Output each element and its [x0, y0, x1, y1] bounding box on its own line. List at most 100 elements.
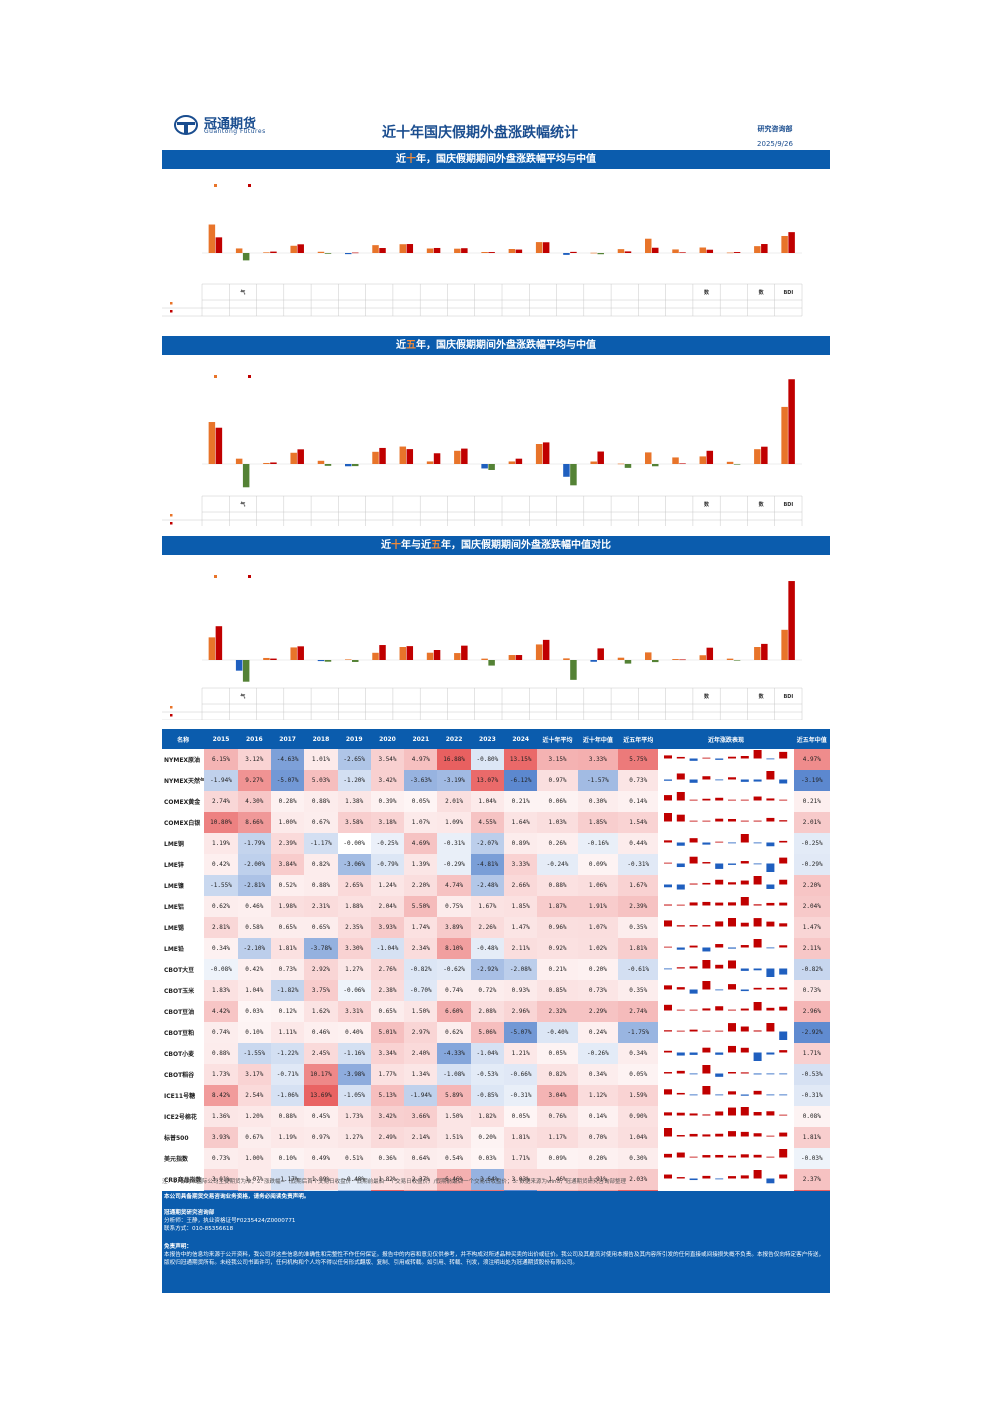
column-header: 2019: [337, 729, 371, 749]
bar-s2-15: [624, 464, 632, 468]
sparkline-bar: [753, 987, 762, 990]
sparkline-bar: [766, 968, 775, 977]
year-value-cell: -2.08%: [504, 959, 538, 980]
sparkline-cell: [658, 749, 793, 770]
year-value-cell: -1.22%: [270, 1043, 305, 1064]
sparkline-bar: [676, 947, 685, 950]
year-value-cell: 1.21%: [504, 1043, 538, 1064]
year-value-cell: 1.71%: [504, 1148, 538, 1169]
bar-s2-15: [624, 660, 632, 664]
year-value-cell: 2.14%: [404, 1127, 438, 1148]
year-value-cell: 3.31%: [337, 1001, 371, 1022]
bar-s2-5: [352, 252, 359, 254]
sparkline-bar: [728, 777, 737, 780]
bar-s2-3: [297, 646, 304, 660]
sparkline-bar: [715, 944, 724, 948]
med5-cell: 2.01%: [793, 812, 830, 833]
sparkline-bar: [728, 1009, 737, 1011]
sparkline-bar: [728, 756, 737, 759]
sparkline-bar: [779, 987, 788, 990]
sparkline-bar: [715, 779, 724, 781]
bar-s1-5: [345, 659, 352, 660]
sparkline-bar: [753, 1154, 762, 1158]
avg10-cell: 1.03%: [537, 812, 578, 833]
year-value-cell: 0.12%: [270, 1001, 305, 1022]
column-header: 2018: [304, 729, 338, 749]
avg10-cell: 0.06%: [537, 791, 578, 812]
year-value-cell: -0.85%: [470, 1085, 505, 1106]
bar-s2-8: [433, 247, 441, 253]
sparkline-bar: [766, 1073, 775, 1075]
bar-s2-2: [270, 462, 277, 464]
sparkline-bar: [676, 792, 685, 801]
bar-s2-18: [706, 450, 714, 464]
bar-s2-10: [488, 660, 495, 666]
sparkline-bar: [753, 1030, 762, 1032]
year-value-cell: 0.40%: [337, 1022, 371, 1043]
sparkline-bar: [766, 842, 775, 847]
sparkline-bar: [728, 1072, 737, 1074]
bar-s2-13: [570, 660, 577, 680]
year-value-cell: -0.29%: [437, 854, 471, 875]
sparkline-bar: [664, 795, 673, 801]
data-table: 名称 2015 2016 2017 2018 2019 2020 2021 2022 2023 20…: [162, 729, 830, 1211]
table-row: NYMEX原油 6.15% 3.12% -4.63% 1.01% -2.65% 3.54% 4…: [162, 749, 830, 770]
sparkline-bar: [766, 798, 775, 801]
sparkline-bar: [689, 925, 698, 927]
med5-cell: -2.92%: [793, 1022, 830, 1043]
sparkline-bar: [664, 1072, 673, 1074]
sparkline-bar: [689, 1094, 698, 1096]
sparkline-bar: [702, 1008, 711, 1011]
year-value-cell: 1.88%: [337, 896, 371, 917]
year-value-cell: 0.05%: [404, 791, 438, 812]
bar-s2-7: [406, 449, 414, 464]
sparkline-bar: [766, 771, 775, 780]
med5-cell: 0.73%: [793, 980, 830, 1001]
bar-s2-19: [733, 464, 741, 465]
bar-s2-14: [597, 648, 604, 660]
med10-cell: 3.33%: [577, 749, 619, 770]
sparkline-bar: [689, 1009, 698, 1011]
med10-cell: -1.57%: [577, 770, 619, 791]
avg10-cell: 3.15%: [537, 749, 578, 770]
bar-s1-16: [645, 652, 652, 660]
avg5-cell: 5.75%: [618, 749, 659, 770]
sparkline-bar: [702, 925, 711, 927]
section-title-2: 近五年，国庆假期期间外盘涨跌幅平均与中值: [162, 336, 830, 355]
sparkline-cell: [658, 812, 793, 833]
sparkline-cell: [658, 959, 793, 980]
bar-s1-9: [454, 653, 461, 660]
year-value-cell: 2.37%: [404, 1169, 438, 1190]
sparkline-bar: [689, 799, 698, 801]
sparkline-bar: [779, 1114, 788, 1116]
sparkline-bar: [676, 1070, 685, 1074]
year-value-cell: 1.77%: [370, 1064, 405, 1085]
avg10-cell: -0.24%: [537, 854, 578, 875]
year-value-cell: 4.74%: [437, 875, 471, 896]
year-value-cell: 3.03%: [504, 1169, 538, 1190]
sparkline-bar: [715, 902, 724, 906]
med5-cell: 0.08%: [793, 1106, 830, 1127]
sparkline-bar: [728, 1131, 737, 1137]
year-value-cell: 1.01%: [304, 749, 338, 770]
med5-cell: -0.29%: [793, 854, 830, 875]
year-value-cell: 1.67%: [470, 896, 505, 917]
year-value-cell: 2.96%: [504, 1001, 538, 1022]
sparkline-bar: [740, 922, 749, 927]
sparkline-bar: [779, 1050, 788, 1053]
year-value-cell: 0.03%: [470, 1148, 505, 1169]
sparkline-bar: [689, 989, 698, 994]
bar-s2-17: [679, 252, 686, 253]
table-row: LME镍 -1.55% -2.81% 0.52% 0.88% 2.65% 1.24% 2.20…: [162, 875, 830, 896]
sparkline-bar: [779, 857, 788, 864]
sparkline-bar: [664, 1128, 673, 1137]
avg10-cell: 0.21%: [537, 959, 578, 980]
row-name: CBOT小麦: [164, 1051, 195, 1058]
sparkline-bar: [740, 1175, 749, 1179]
year-value-cell: 1.04%: [237, 980, 271, 1001]
year-value-cell: -2.48%: [470, 875, 505, 896]
bar-s1-12: [535, 644, 543, 660]
year-value-cell: 1.73%: [337, 1106, 371, 1127]
sparkline-bar: [740, 799, 749, 801]
year-value-cell: 1.82%: [370, 1169, 405, 1190]
